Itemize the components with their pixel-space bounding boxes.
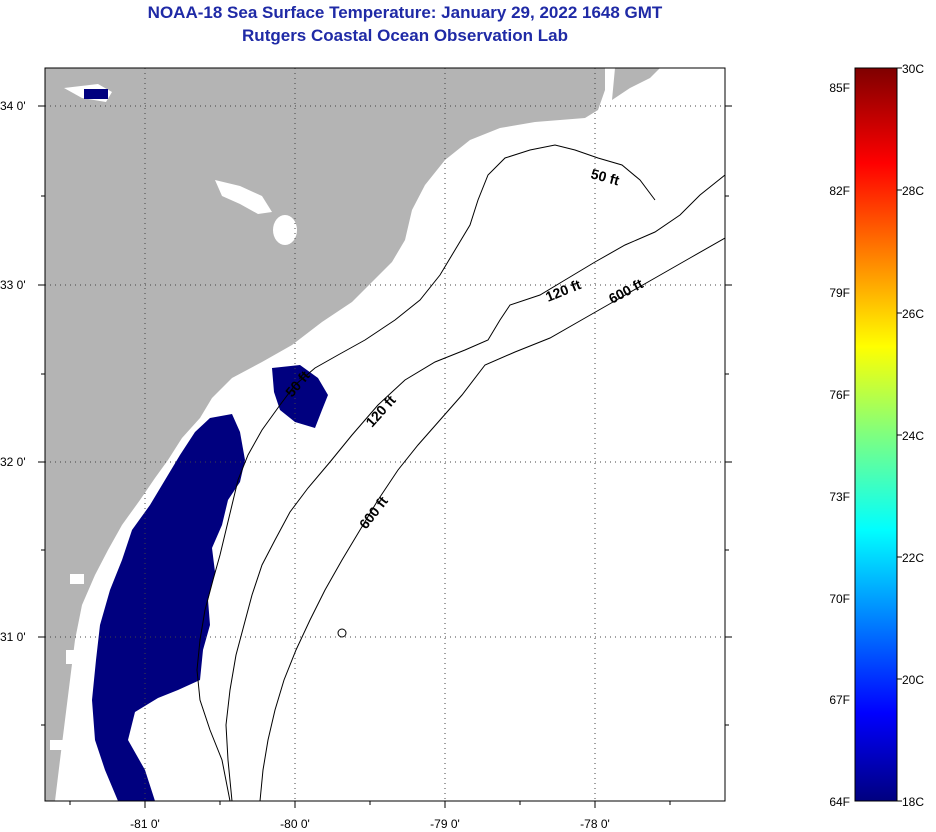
- contour-label-50ft-north: 50 ft: [589, 165, 621, 188]
- lon-label-79: -79 0': [430, 817, 460, 831]
- land-mass: [45, 68, 605, 801]
- sst-cold-patch: [84, 89, 108, 99]
- colorbar-ticks: [897, 67, 902, 802]
- colorbar-c-label-28: 28C: [902, 184, 924, 198]
- colorbar-c-label-18: 18C: [902, 795, 924, 809]
- lat-label-31: 31 0': [0, 630, 26, 644]
- map-frame: [44, 67, 726, 802]
- colorbar-f-label-70: 70F: [829, 592, 850, 606]
- lat-label-32: 32 0': [0, 455, 26, 469]
- lat-lon-grid: [45, 68, 725, 801]
- cloud-patch: [66, 650, 76, 664]
- cloud-patch: [273, 215, 297, 245]
- lon-label-80: -80 0': [280, 817, 310, 831]
- lat-label-33: 33 0': [0, 278, 26, 292]
- colorbar-f-label-85: 85F: [829, 81, 850, 95]
- colorbar-c-label-30: 30C: [902, 62, 924, 76]
- contour-50ft: [196, 144, 656, 801]
- colorbar-c-label-20: 20C: [902, 673, 924, 687]
- colorbar-f-label-82: 82F: [829, 184, 850, 198]
- sst-cold-region: [92, 414, 245, 801]
- colorbar-f-label-79: 79F: [829, 286, 850, 300]
- colorbar-f-label-64: 64F: [829, 795, 850, 809]
- cloud-patch: [70, 574, 84, 584]
- contour-120ft: [225, 174, 725, 801]
- lat-label-34: 34 0': [0, 99, 26, 113]
- sst-cold-patch: [272, 365, 328, 428]
- axis-ticks: [38, 105, 732, 808]
- lon-label-78: -78 0': [580, 817, 610, 831]
- map-subtitle: Rutgers Coastal Ocean Observation Lab: [242, 26, 568, 45]
- colorbar-c-label-22: 22C: [902, 551, 924, 565]
- contour-600ft: [259, 237, 725, 801]
- colorbar-c-label-26: 26C: [902, 307, 924, 321]
- colorbar-f-label-76: 76F: [829, 388, 850, 402]
- lon-label-81: -81 0': [130, 817, 160, 831]
- colorbar-f-label-73: 73F: [829, 490, 850, 504]
- cloud-patch: [50, 740, 66, 750]
- contour-ring: [337, 628, 347, 638]
- colorbar-f-label-67: 67F: [829, 693, 850, 707]
- colorbar-c-label-24: 24C: [902, 429, 924, 443]
- land-cape: [612, 68, 660, 100]
- colorbar-gradient: [854, 67, 898, 802]
- cloud-patch: [215, 180, 272, 214]
- map-title: NOAA-18 Sea Surface Temperature: January…: [147, 3, 663, 22]
